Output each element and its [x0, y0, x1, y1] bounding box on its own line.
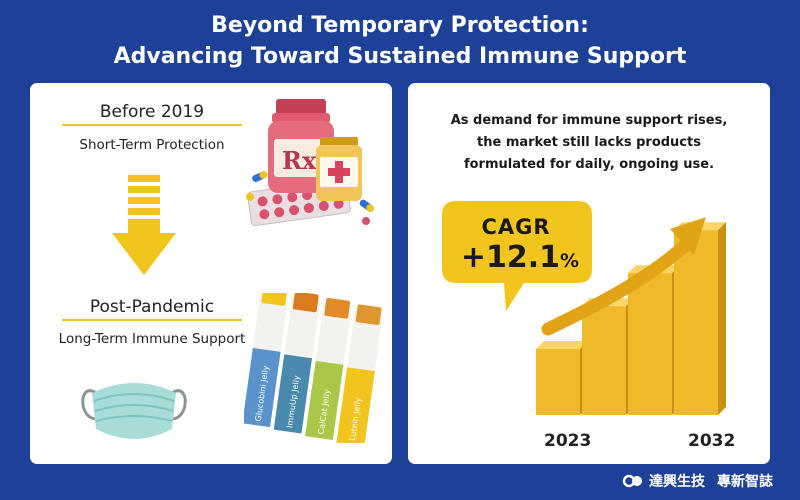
- bar-top: [536, 341, 588, 349]
- pill-bottle-icon: Rx: [246, 99, 375, 227]
- title-line-2: Advancing Toward Sustained Immune Suppor…: [113, 44, 687, 69]
- growth-chart: [442, 201, 726, 415]
- company-logo: 達興生技 專新智誌: [622, 470, 773, 492]
- bar-2032: [674, 230, 718, 415]
- jelly-sticks-icon: Glucobini Jelly ImmuUp Jelly CalCat Jell…: [244, 293, 383, 443]
- timeline-panel: Before 2019 Short-Term Protection Post-P…: [30, 83, 392, 464]
- year-start-label: 2023: [544, 431, 592, 451]
- trend-arrow-icon: [541, 236, 695, 336]
- bar-2023: [536, 349, 580, 415]
- bar-mid-2: [628, 273, 672, 415]
- logo-mark-icon: [622, 474, 642, 488]
- cagr-label: CAGR: [481, 215, 551, 239]
- svg-text:Rx: Rx: [282, 146, 317, 175]
- description-line-2: the market still lacks products: [477, 135, 701, 150]
- stage-after-heading: Post-Pandemic: [42, 297, 262, 321]
- market-description: As demand for immune support rises, the …: [408, 110, 770, 176]
- logo-tagline: 專新智誌: [717, 474, 773, 490]
- stage-before-heading: Before 2019: [42, 102, 262, 126]
- chart-bars: [536, 222, 726, 415]
- trend-arrowhead-icon: [670, 217, 706, 255]
- market-panel: As demand for immune support rises, the …: [408, 83, 770, 464]
- page-title: Beyond Temporary Protection: Advancing T…: [0, 10, 800, 72]
- face-mask-icon: [81, 383, 187, 439]
- cagr-number: +12.1: [460, 240, 561, 275]
- stage-after-subtitle: Long-Term Immune Support: [58, 331, 246, 347]
- logo-company-name: 達興生技: [649, 474, 705, 490]
- cagr-value: +12.1%: [460, 240, 580, 275]
- cagr-speech-bubble: [442, 201, 592, 311]
- title-line-1: Beyond Temporary Protection:: [211, 13, 589, 38]
- year-end-label: 2032: [688, 431, 736, 451]
- arrow-down-icon: [112, 175, 176, 275]
- bar-side: [718, 222, 726, 415]
- bar-mid-1: [582, 306, 626, 415]
- stage-before-subtitle: Short-Term Protection: [79, 137, 225, 153]
- description-line-1: As demand for immune support rises,: [450, 113, 728, 128]
- cagr-unit: %: [560, 250, 580, 272]
- description-line-3: formulated for daily, ongoing use.: [463, 157, 715, 172]
